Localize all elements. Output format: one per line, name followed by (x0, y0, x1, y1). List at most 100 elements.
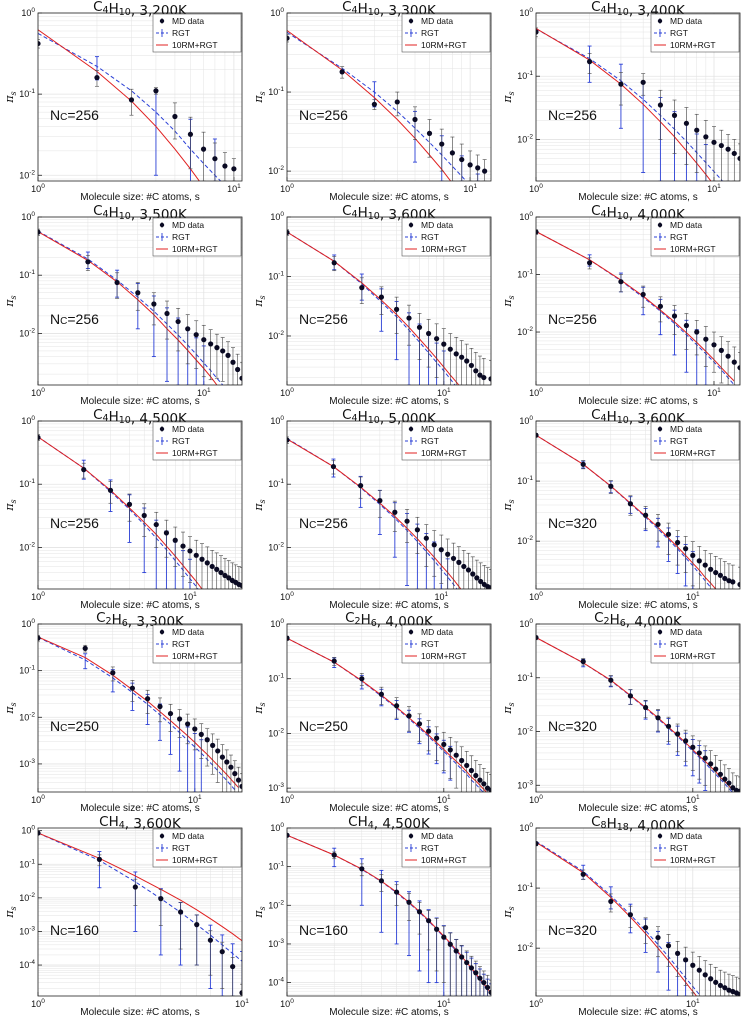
md-point (717, 572, 724, 578)
md-point (412, 116, 418, 123)
y-tick-label: 10-1 (268, 861, 284, 872)
md-point (675, 539, 681, 545)
plot-content (287, 30, 488, 181)
md-point (703, 134, 709, 140)
md-point (536, 841, 539, 847)
md-error-bar (672, 99, 677, 154)
md-error-bar (187, 535, 192, 583)
md-point (153, 521, 159, 527)
md-point (640, 291, 646, 297)
y-axis-label: πs (3, 703, 18, 715)
md-error-bar (722, 560, 727, 589)
y-axis-label: πs (501, 499, 516, 511)
legend-md-marker (159, 426, 165, 431)
y-tick-label: 10-1 (19, 478, 35, 489)
md-point (232, 771, 238, 777)
legend-md-marker (408, 222, 414, 227)
md-point (38, 229, 41, 235)
y-tick-labels: 10-4 10-3 10-2 10-1 100 (268, 822, 291, 988)
y-tick-label: 10-1 (517, 672, 533, 683)
md-error-bar (426, 318, 431, 368)
nc-label: NC=160 (50, 922, 99, 938)
legend: MD data RGT 10RM+RGT (152, 13, 242, 53)
md-error-bar (738, 352, 740, 385)
axes-frame (37, 420, 243, 589)
rgt-error-bar (489, 983, 491, 997)
md-point (426, 918, 432, 924)
md-error-bar (708, 750, 713, 793)
md-point (464, 763, 470, 769)
md-error-bar (478, 562, 483, 589)
legend-md-marker (657, 222, 663, 227)
md-error-bar (377, 489, 382, 518)
md-error-bar (738, 777, 740, 793)
md-point (488, 787, 491, 793)
md-point (731, 359, 737, 365)
plot-content (38, 635, 242, 793)
md-point (204, 559, 210, 566)
md-error-bar (722, 971, 727, 997)
md-point (392, 509, 398, 515)
y-tick-label: 10-3 (268, 938, 284, 949)
legend-md-marker (657, 630, 663, 635)
y-gridlines (38, 623, 242, 789)
x-tick-label: 100 (31, 387, 45, 398)
md-point (690, 745, 696, 751)
legend-rm-label: 10RM+RGT (421, 651, 467, 661)
md-error-bar (675, 941, 680, 977)
y-tick-label: 100 (21, 7, 35, 18)
x-axis-label: Molecule size: #C atoms, s (329, 192, 449, 203)
md-error-bar (427, 119, 432, 158)
plot-content (38, 830, 242, 997)
md-point (359, 284, 365, 291)
y-tick-label: 10-1 (517, 70, 533, 81)
md-point (718, 142, 724, 149)
legend-rm-label: 10RM+RGT (670, 651, 716, 661)
nc-label: NC=256 (299, 311, 348, 327)
md-point (473, 970, 479, 976)
md-point (461, 563, 467, 569)
y-tick-label: 10-2 (517, 535, 533, 546)
x-axis-label: Molecule size: #C atoms, s (578, 1007, 698, 1018)
legend-rgt-label: RGT (172, 436, 190, 446)
legend-rgt-label: RGT (172, 28, 190, 38)
md-point (393, 889, 400, 895)
md-point (737, 581, 740, 587)
y-tick-label: 10-4 (268, 977, 284, 988)
md-point (208, 341, 214, 347)
rgt-line (38, 832, 242, 962)
md-point (703, 336, 709, 342)
axes-frame (535, 216, 741, 386)
md-point (627, 912, 634, 918)
md-error-bar (188, 116, 193, 170)
legend-md-label: MD data (421, 831, 453, 841)
y-tick-label: 10-2 (268, 165, 284, 176)
legend-md-label: MD data (172, 831, 204, 841)
md-error-bar (477, 355, 482, 385)
md-point (219, 949, 225, 955)
x-axis-label: Molecule size: #C atoms, s (578, 192, 698, 203)
legend-md-label: MD data (421, 220, 453, 230)
md-point (488, 584, 491, 589)
md-error-bar (115, 272, 120, 299)
md-point (157, 704, 163, 710)
md-point (416, 909, 423, 915)
y-gridlines (287, 420, 491, 581)
md-error-bar (536, 27, 538, 38)
chart-panel: 10-2 10-1 100 100 101 C4H10, 3,500K NC=256 Mole… (0, 203, 249, 408)
md-point (201, 336, 207, 343)
md-point (730, 785, 736, 791)
md-error-bar (489, 979, 491, 997)
md-error-bar (201, 324, 206, 377)
md-error-bar (426, 910, 431, 951)
y-tick-label: 100 (21, 825, 35, 836)
md-point (172, 113, 178, 120)
legend: MD data RGT 10RM+RGT (401, 421, 491, 460)
md-error-bar (214, 333, 219, 379)
x-tick-label: 100 (280, 998, 294, 1009)
y-tick-label: 10-2 (268, 899, 284, 910)
md-error-bar (697, 740, 702, 780)
md-error-bar (38, 433, 40, 441)
